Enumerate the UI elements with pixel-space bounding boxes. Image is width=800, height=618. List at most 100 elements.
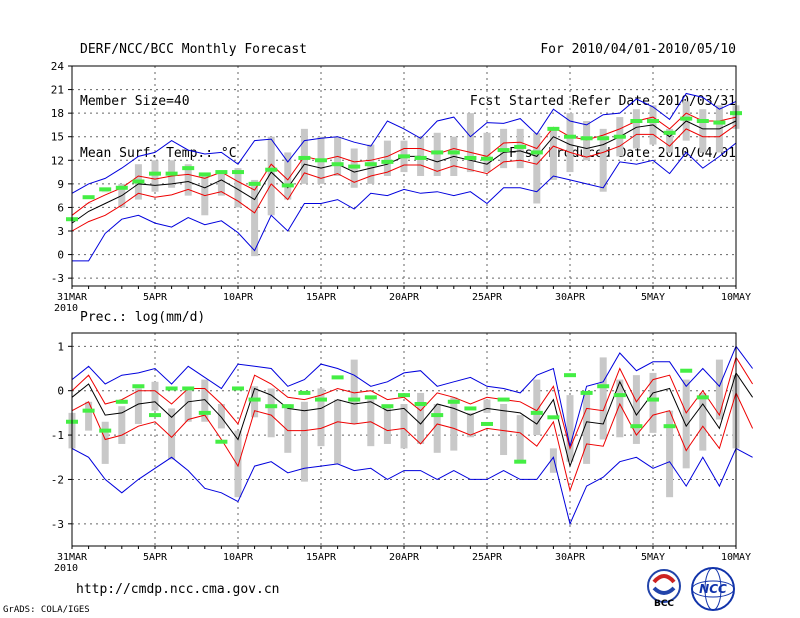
temp-observed-mark bbox=[414, 155, 427, 160]
prec-ytick-label: -2 bbox=[51, 473, 64, 486]
temp-ensemble-bar bbox=[549, 128, 557, 180]
member-size: Member Size=40 bbox=[80, 94, 190, 109]
temp-line-min bbox=[72, 142, 737, 262]
temp-observed-mark bbox=[115, 185, 128, 190]
temp-ensemble-bar bbox=[184, 164, 192, 196]
prec-xtick-label: 10APR bbox=[223, 552, 254, 563]
temp-observed-mark bbox=[547, 126, 560, 131]
temp-xtick-label: 5MAY bbox=[641, 292, 665, 303]
prec-observed-mark bbox=[232, 386, 244, 391]
footer-url[interactable]: http://cmdp.ncc.cma.gov.cn bbox=[76, 582, 280, 597]
prec-observed-mark bbox=[564, 373, 576, 378]
prec-ensemble-bar bbox=[466, 412, 474, 438]
prec-observed-mark bbox=[331, 375, 344, 380]
prec-observed-mark bbox=[514, 459, 527, 464]
prec-xtick-label: 25APR bbox=[472, 552, 503, 563]
temp-observed-mark bbox=[680, 116, 693, 121]
temp-xtick-label: 10APR bbox=[223, 292, 254, 303]
header-left: DERF/NCC/BCC Monthly Forecast Member Siz… bbox=[80, 8, 307, 180]
bcc-logo-arc bbox=[652, 574, 676, 584]
prec-ensemble-bar bbox=[317, 388, 325, 447]
prec-ytick-label: 0 bbox=[57, 385, 64, 398]
prec-observed-mark bbox=[265, 404, 278, 409]
temp-observed-mark bbox=[232, 170, 244, 175]
temp-ytick-label: 3 bbox=[57, 225, 64, 238]
bcc-logo-text: BCC bbox=[654, 599, 674, 608]
temp-observed-mark bbox=[265, 167, 278, 172]
temp-ensemble-bar bbox=[251, 179, 259, 257]
temp-xtick-label: 10MAY bbox=[721, 292, 751, 303]
prec-ensemble-bar bbox=[599, 357, 607, 440]
temp-ensemble-bar bbox=[85, 203, 93, 204]
temp-ensemble-bar bbox=[267, 136, 275, 216]
prec-ensemble-bar bbox=[616, 379, 624, 438]
prec-ensemble-bar bbox=[516, 415, 524, 462]
prec-observed-mark bbox=[248, 397, 261, 402]
prec-ensemble-bar bbox=[334, 399, 342, 464]
prec-ensemble-bar bbox=[417, 392, 425, 444]
temp-observed-mark bbox=[431, 150, 444, 155]
prec-observed-mark bbox=[364, 395, 377, 400]
prec-observed-mark bbox=[680, 368, 693, 373]
prec-observed-mark bbox=[198, 410, 211, 415]
prec-ensemble-bar bbox=[151, 381, 159, 411]
prec-observed-mark bbox=[132, 384, 145, 389]
prec-line-mean-std bbox=[71, 391, 754, 493]
temp-ensemble-bar bbox=[483, 132, 491, 173]
prec-ensemble-bar bbox=[350, 359, 358, 424]
temp-ytick-label: 15 bbox=[51, 131, 64, 144]
prec-ensemble-bar bbox=[433, 404, 441, 453]
prec-observed-mark bbox=[398, 393, 410, 398]
bcc-logo-arc2 bbox=[652, 586, 676, 595]
prec-xtick-label: 30APR bbox=[555, 552, 586, 563]
bcc-logo: BCC bbox=[647, 569, 681, 608]
temp-xtick-label: 25APR bbox=[472, 292, 503, 303]
temp-observed-mark bbox=[215, 170, 228, 175]
prec-ensemble-bar bbox=[500, 404, 508, 456]
prec-label: Prec.: log(mm/d) bbox=[80, 310, 206, 325]
start-date: Fcst Started Refer Date 2010/03/31 bbox=[469, 94, 736, 109]
chart-title: DERF/NCC/BCC Monthly Forecast bbox=[80, 42, 307, 57]
prec-observed-mark bbox=[447, 399, 460, 404]
temp-ensemble-bar bbox=[151, 160, 159, 192]
prec-observed-mark bbox=[298, 390, 311, 395]
prec-ensemble-bar bbox=[533, 379, 541, 436]
prec-observed-mark bbox=[165, 386, 178, 391]
prec-ensemble-bar bbox=[134, 388, 142, 424]
temp-observed-mark bbox=[381, 159, 394, 164]
temp-ensemble-bar bbox=[217, 172, 225, 196]
prec-ytick-label: -1 bbox=[51, 429, 64, 442]
temp-observed-mark bbox=[82, 195, 95, 200]
temp-ensemble-bar bbox=[699, 109, 707, 153]
prec-observed-mark bbox=[663, 424, 676, 429]
temp-observed-mark bbox=[481, 156, 493, 161]
temp-ensemble-bar bbox=[599, 128, 607, 192]
temp-observed-mark bbox=[99, 187, 112, 192]
temp-ensemble-bar bbox=[583, 121, 591, 161]
temp-xtick-label: 31MAR bbox=[57, 292, 88, 303]
prec-observed-mark bbox=[348, 397, 361, 402]
prec-xtick-label: 2010 bbox=[54, 563, 78, 574]
prec-ytick-label: 1 bbox=[57, 340, 64, 353]
temp-ensemble-bar bbox=[101, 191, 109, 193]
prec-line-max bbox=[71, 345, 754, 447]
prec-ensemble-bar bbox=[251, 386, 259, 418]
ncc-logo-text: NCC bbox=[699, 582, 727, 596]
temp-observed-mark bbox=[597, 136, 610, 141]
prec-line-mean-std bbox=[71, 356, 754, 450]
prec-observed-mark bbox=[149, 413, 161, 418]
prec-ensemble-bar bbox=[267, 388, 275, 438]
forecast-period: For 2010/04/01-2010/05/10 bbox=[540, 42, 736, 57]
prec-ensemble-bar bbox=[682, 379, 690, 469]
temp-observed-mark bbox=[315, 158, 327, 163]
temp-observed-mark bbox=[248, 181, 261, 186]
temp-observed-mark bbox=[132, 179, 145, 184]
grads-credit: GrADS: COLA/IGES bbox=[3, 605, 90, 615]
prec-observed-mark bbox=[530, 410, 543, 415]
prec-observed-mark bbox=[281, 404, 294, 409]
prec-observed-mark bbox=[82, 408, 95, 413]
prec-observed-mark bbox=[613, 393, 626, 398]
prec-xtick-label: 5MAY bbox=[641, 552, 665, 563]
